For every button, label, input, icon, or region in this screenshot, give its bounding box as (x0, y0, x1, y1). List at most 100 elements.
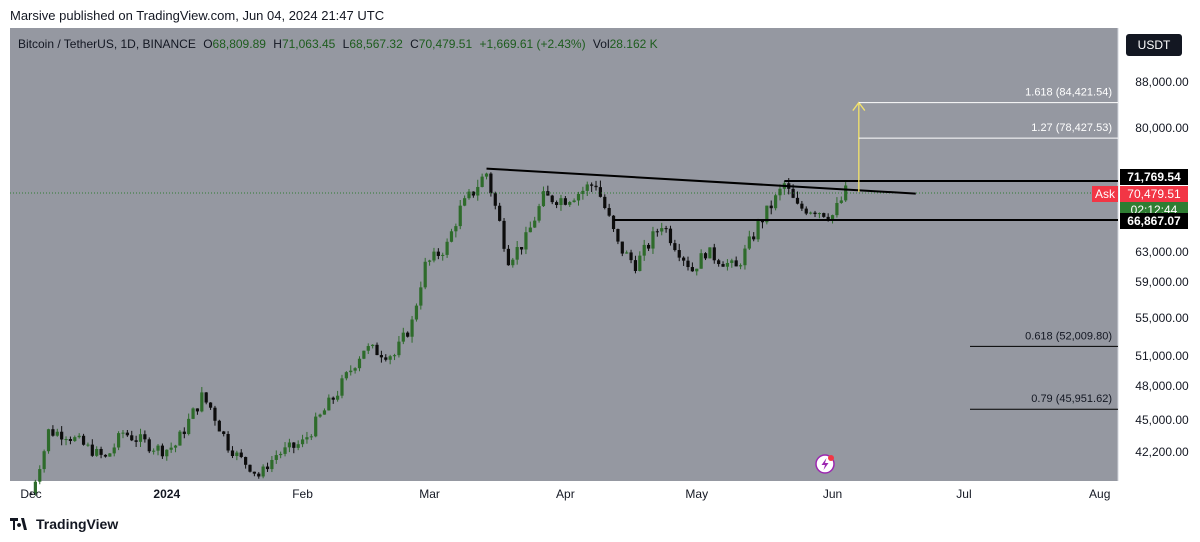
candle (484, 172, 489, 180)
candle (344, 371, 348, 381)
legend-h-value: 71,063.45 (282, 37, 336, 51)
candle (809, 211, 813, 215)
candle (717, 258, 721, 267)
candle (463, 195, 467, 207)
y-tick-label: 42,200.00 (1135, 445, 1189, 459)
candle (795, 191, 800, 205)
candle (839, 196, 843, 204)
candle (423, 257, 427, 290)
candle (279, 451, 283, 459)
y-ticks-group: 88,000.00 80,000.00 63,000.00 59,000.00 55,0… (1135, 75, 1189, 459)
legend-vol-value: 28.162 K (610, 37, 658, 51)
lightning-icon[interactable] (815, 454, 835, 474)
publisher-line: Marsive published on TradingView.com, Ju… (10, 8, 385, 23)
candle (419, 281, 423, 310)
candle (660, 222, 664, 236)
y-tick-label: 51,000.00 (1135, 349, 1189, 363)
legend-o-label: O (203, 37, 212, 51)
candle (64, 436, 68, 446)
plot-area[interactable] (10, 28, 1118, 481)
candle (844, 181, 848, 202)
candle (528, 221, 532, 233)
candle (747, 230, 751, 251)
y-tick-label: 88,000.00 (1135, 75, 1189, 89)
candle (734, 256, 738, 267)
footer: TradingView (10, 516, 118, 532)
candle (55, 428, 59, 437)
y-tick-label: 45,000.00 (1135, 413, 1189, 427)
time-axis[interactable] (10, 481, 1118, 508)
candle (524, 226, 528, 255)
candle (633, 255, 638, 274)
candle (765, 205, 769, 225)
candle (182, 427, 186, 439)
candle (441, 252, 445, 261)
candle (375, 342, 379, 356)
candle (353, 367, 357, 374)
candle (305, 431, 309, 444)
candle (800, 200, 804, 211)
candle (46, 428, 51, 454)
price-chart[interactable]: 1.618 (84,421.54) 1.27 (78,427.53) 0.618 (… (10, 28, 1190, 508)
candle (677, 243, 681, 262)
candle (392, 353, 397, 361)
candle (445, 238, 449, 258)
candle (752, 232, 756, 242)
candle (235, 450, 239, 461)
candle (327, 394, 331, 411)
candle (449, 228, 454, 243)
candle (314, 412, 318, 438)
x-tick-label: Aug (1089, 487, 1110, 501)
candle (134, 435, 138, 447)
candle (29, 491, 33, 495)
resistance-price-tag: 71,769.54 (1120, 169, 1188, 185)
candles-group (29, 172, 848, 496)
candle (620, 241, 624, 257)
candle (252, 471, 256, 477)
candle (721, 261, 725, 267)
x-tick-label: Dec (20, 487, 41, 501)
candle (318, 413, 322, 418)
candle (563, 195, 567, 206)
candle (406, 331, 410, 338)
candle (585, 181, 589, 197)
candle (42, 449, 46, 473)
candle (248, 464, 252, 473)
candle (222, 430, 226, 437)
candle (397, 336, 401, 358)
candle (511, 257, 515, 268)
candle (454, 223, 458, 238)
candle (340, 374, 344, 399)
candle (401, 327, 405, 345)
legend-l-value: 68,567.32 (349, 37, 403, 51)
candle (81, 433, 86, 446)
currency-button[interactable]: USDT (1126, 34, 1182, 56)
price-scale[interactable] (1118, 28, 1190, 481)
candle (515, 240, 519, 265)
svg-text:Ask: Ask (1095, 187, 1116, 201)
candle (594, 180, 598, 191)
candle (213, 405, 217, 426)
candle (160, 443, 164, 459)
legend-o-value: 68,809.89 (213, 37, 267, 51)
candle (712, 243, 716, 264)
descending-trendline[interactable] (486, 167, 916, 195)
overlays-group: 1.618 (84,421.54) 1.27 (78,427.53) 0.618 (… (486, 87, 1118, 410)
candle (590, 182, 594, 192)
candle (349, 365, 353, 376)
candle (384, 354, 388, 362)
candle (138, 428, 143, 447)
candle (379, 350, 383, 363)
candle (73, 435, 77, 442)
candle (436, 248, 440, 260)
legend-l-label: L (343, 37, 350, 51)
candle (725, 259, 730, 271)
candle (498, 202, 502, 222)
svg-text:71,769.54: 71,769.54 (1127, 170, 1181, 184)
candle (257, 472, 261, 479)
candle (173, 444, 178, 453)
x-tick-label: Feb (292, 487, 313, 501)
current-price-tag: 70,479.51 (1120, 186, 1188, 202)
candle (835, 197, 839, 218)
candle (265, 462, 270, 472)
